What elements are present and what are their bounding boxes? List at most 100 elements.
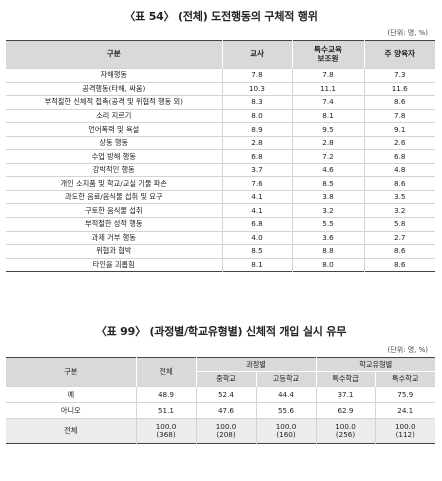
row-label: 아니오	[6, 402, 136, 419]
percent-cell: 2.8	[291, 135, 364, 150]
percent-cell: 8.6	[363, 257, 435, 272]
percent-cell: 3.7	[221, 162, 292, 177]
table2-header-special-class: 특수학급	[315, 371, 375, 387]
total-cell: 100.0 (368)	[135, 418, 196, 444]
percent-cell: 3.8	[291, 189, 364, 204]
table-row: 언어폭력 및 욕설 8.9 9.5 9.1	[6, 122, 435, 137]
table1-header-text: 특수교육	[314, 45, 342, 55]
percent-cell: 75.9	[374, 386, 436, 403]
percent-cell: 4.8	[363, 162, 435, 177]
behavior-label: 수업 방해 행동	[6, 149, 222, 164]
table1-unit: (단위: 명, %)	[387, 29, 428, 37]
table1-header-cell: 주 양육자	[363, 40, 435, 69]
row-label: 예	[6, 386, 136, 403]
table-row: 수업 방해 행동 6.8 7.2 6.8	[6, 149, 435, 164]
behavior-label: 과도한 음료/음식물 섭취 및 요구	[6, 189, 222, 204]
percent-cell: 7.8	[363, 108, 435, 123]
table1-header-cell: 구분	[6, 40, 222, 69]
table-row: 위협과 협박 8.5 8.8 8.6	[6, 244, 435, 259]
percent-cell: 7.8	[291, 68, 364, 83]
percent-cell: 44.4	[255, 386, 316, 403]
percent-cell: 7.3	[363, 68, 435, 83]
table2-header-special-school: 특수학교	[374, 371, 436, 387]
table1-header-text: 구분	[106, 49, 121, 59]
table2-header-group-course: 과정별	[195, 357, 316, 372]
behavior-label: 개인 소지품 및 학교/교실 기물 파손	[6, 176, 222, 191]
table2-header-category: 구분	[6, 357, 136, 387]
percent-cell: 7.2	[291, 149, 364, 164]
percent-cell: 8.1	[221, 257, 292, 272]
percent-cell: 2.8	[221, 135, 292, 150]
table-row: 공격행동(타해, 싸움) 10.3 11.1 11.6	[6, 81, 435, 96]
percent-cell: 3.5	[363, 189, 435, 204]
table1-header-cell: 교사	[221, 40, 292, 69]
table-row: 부적절한 신체적 접촉(공격 및 위협적 행동 외) 8.3 7.4 8.6	[6, 95, 435, 110]
table-row: 부적절한 성적 행동 6.8 5.5 5.8	[6, 217, 435, 232]
behavior-label: 부적절한 성적 행동	[6, 217, 222, 232]
percent-cell: 9.5	[291, 122, 364, 137]
behavior-label: 강박적인 행동	[6, 162, 222, 177]
total-count: (208)	[216, 430, 236, 439]
percent-cell: 3.2	[363, 203, 435, 218]
percent-cell: 9.1	[363, 122, 435, 137]
percent-cell: 8.5	[291, 176, 364, 191]
behavior-label: 공격행동(타해, 싸움)	[6, 81, 222, 96]
percent-cell: 8.0	[221, 108, 292, 123]
behavior-label: 타인을 괴롭힘	[6, 257, 222, 272]
percent-cell: 5.8	[363, 217, 435, 232]
total-count: (368)	[156, 430, 176, 439]
total-percent: 100.0	[155, 422, 177, 432]
table1-header-text: 주 양육자	[384, 49, 416, 59]
percent-cell: 48.9	[135, 386, 196, 403]
percent-cell: 6.8	[221, 217, 292, 232]
table-row: 구토한 음식물 섭취 4.1 3.2 3.2	[6, 203, 435, 218]
table1-header-text: 교사	[250, 49, 264, 59]
table-row: 예 48.9 52.4 44.4 37.1 75.9	[6, 386, 436, 403]
percent-cell: 5.5	[291, 217, 364, 232]
table-row: 과도한 음료/음식물 섭취 및 요구 4.1 3.8 3.5	[6, 189, 435, 204]
table-row: 강박적인 행동 3.7 4.6 4.8	[6, 162, 435, 177]
table2-header-group-school: 학교유형별	[315, 357, 436, 372]
table1-header-row: 구분 교사 특수교육 보조원 주 양육자	[6, 40, 435, 69]
percent-cell: 7.4	[291, 95, 364, 110]
behavior-label: 상동 행동	[6, 135, 222, 150]
total-percent: 100.0	[275, 422, 297, 432]
behavior-label: 부적절한 신체적 접촉(공격 및 위협적 행동 외)	[6, 95, 222, 110]
behavior-label: 위협과 협박	[6, 244, 222, 259]
table2-header-high: 고등학교	[255, 371, 316, 387]
table2-header-row-2: 중학교 고등학교 특수학급 특수학교	[6, 371, 436, 387]
percent-cell: 4.1	[221, 189, 292, 204]
table-row: 자해행동 7.8 7.8 7.3	[6, 68, 435, 83]
percent-cell: 4.1	[221, 203, 292, 218]
table2-header-middle: 중학교	[195, 371, 256, 387]
percent-cell: 8.6	[363, 95, 435, 110]
percent-cell: 11.1	[291, 81, 364, 96]
total-percent: 100.0	[394, 422, 416, 432]
total-cell: 100.0 (208)	[195, 418, 256, 444]
percent-cell: 51.1	[135, 402, 196, 419]
table-row: 아니오 51.1 47.6 55.6 62.9 24.1	[6, 402, 436, 419]
percent-cell: 52.4	[195, 386, 256, 403]
behavior-label: 구토한 음식물 섭취	[6, 203, 222, 218]
table-row: 소리 지르기 8.0 8.1 7.8	[6, 108, 435, 123]
percent-cell: 8.6	[363, 176, 435, 191]
behavior-label: 자해행동	[6, 68, 222, 83]
percent-cell: 8.1	[291, 108, 364, 123]
percent-cell: 2.7	[363, 230, 435, 245]
table-row: 상동 행동 2.8 2.8 2.6	[6, 135, 435, 150]
percent-cell: 8.8	[291, 244, 364, 259]
table-row: 개인 소지품 및 학교/교실 기물 파손 7.6 8.5 8.6	[6, 176, 435, 191]
percent-cell: 4.0	[221, 230, 292, 245]
table1-header-cell: 특수교육 보조원	[291, 40, 364, 69]
table-row: 과제 거부 행동 4.0 3.6 2.7	[6, 230, 435, 245]
total-percent: 100.0	[335, 422, 356, 432]
percent-cell: 6.8	[221, 149, 292, 164]
row-label: 전체	[6, 418, 136, 444]
table2-header-total: 전체	[135, 357, 196, 387]
total-percent: 100.0	[215, 422, 237, 432]
percent-cell: 6.8	[363, 149, 435, 164]
percent-cell: 37.1	[315, 386, 375, 403]
behavior-label: 과제 거부 행동	[6, 230, 222, 245]
total-cell: 100.0 (160)	[255, 418, 316, 444]
table2-unit: (단위: 명, %)	[387, 346, 428, 354]
